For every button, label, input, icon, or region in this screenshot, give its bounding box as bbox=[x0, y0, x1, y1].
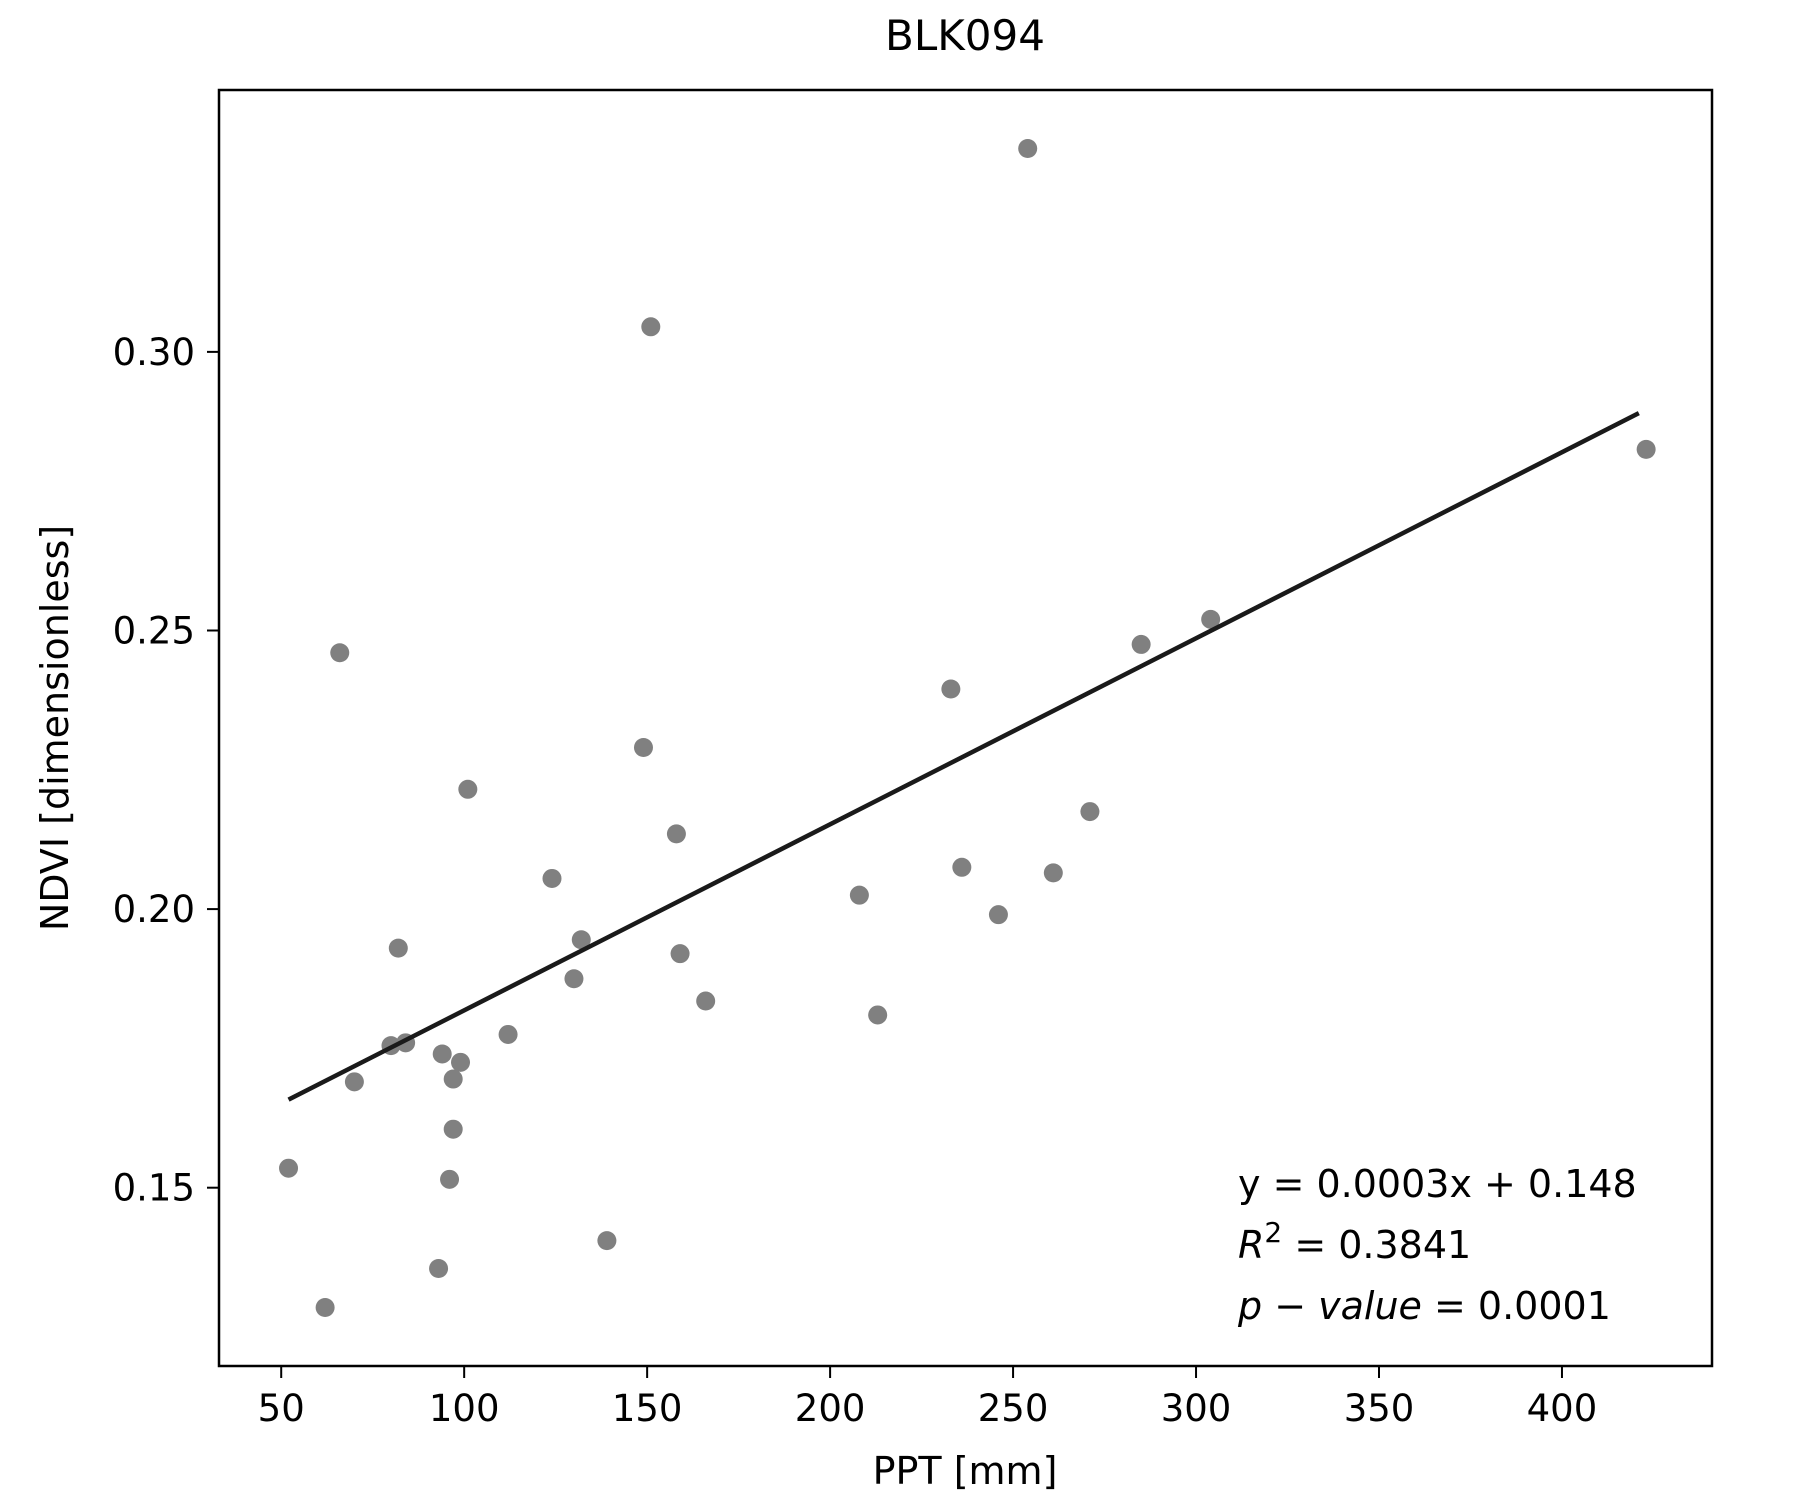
data-point bbox=[429, 1258, 449, 1278]
r-squared-exponent: 2 bbox=[1264, 1216, 1282, 1249]
data-point bbox=[451, 1052, 471, 1072]
data-point bbox=[941, 679, 961, 699]
x-tick-label: 50 bbox=[258, 1387, 305, 1430]
data-point bbox=[868, 1005, 888, 1025]
data-point bbox=[315, 1297, 335, 1317]
p-value-label: p − value bbox=[1237, 1284, 1422, 1328]
data-point bbox=[1636, 439, 1656, 459]
data-point bbox=[458, 779, 478, 799]
data-point bbox=[344, 1072, 364, 1092]
y-tick-label: 0.20 bbox=[113, 888, 195, 931]
data-point bbox=[633, 738, 653, 758]
y-axis-label: NDVI [dimensionless] bbox=[33, 525, 77, 931]
data-point bbox=[988, 905, 1008, 925]
data-point bbox=[1201, 609, 1221, 629]
x-axis-label: PPT [mm] bbox=[873, 1449, 1058, 1493]
data-point bbox=[279, 1158, 299, 1178]
r-squared-value: = 0.3841 bbox=[1282, 1223, 1471, 1267]
x-tick-label: 100 bbox=[429, 1387, 500, 1430]
regression-line bbox=[287, 411, 1640, 1102]
data-point bbox=[696, 991, 716, 1011]
data-point bbox=[666, 824, 686, 844]
y-tick-label: 0.25 bbox=[113, 609, 195, 652]
r-squared-text: R2 = 0.3841 bbox=[1238, 1216, 1471, 1267]
data-point bbox=[440, 1169, 460, 1189]
data-point bbox=[564, 969, 584, 989]
data-point bbox=[388, 938, 408, 958]
data-point bbox=[571, 930, 591, 950]
x-tick-label: 150 bbox=[612, 1387, 683, 1430]
x-tick-label: 300 bbox=[1161, 1387, 1232, 1430]
p-value-text: p − value = 0.0001 bbox=[1237, 1284, 1611, 1328]
x-tick-label: 250 bbox=[978, 1387, 1049, 1430]
data-point bbox=[542, 868, 562, 888]
p-value-number: = 0.0001 bbox=[1422, 1284, 1611, 1328]
data-point bbox=[432, 1044, 452, 1064]
x-tick-label: 200 bbox=[795, 1387, 866, 1430]
data-point bbox=[443, 1069, 463, 1089]
data-point bbox=[597, 1231, 617, 1251]
chart-title: BLK094 bbox=[885, 11, 1045, 60]
x-axis: 50 100 150 200 250 300 350 400 bbox=[258, 1366, 1598, 1430]
plot-area bbox=[279, 139, 1656, 1317]
data-point bbox=[443, 1119, 463, 1139]
x-tick-label: 350 bbox=[1344, 1387, 1415, 1430]
data-point bbox=[498, 1024, 518, 1044]
data-point bbox=[1080, 802, 1100, 822]
data-point bbox=[952, 857, 972, 877]
r-squared-symbol: R bbox=[1238, 1223, 1264, 1267]
data-point bbox=[1043, 863, 1063, 883]
x-tick-label: 400 bbox=[1527, 1387, 1598, 1430]
y-tick-label: 0.30 bbox=[113, 331, 195, 374]
data-point bbox=[849, 885, 869, 905]
data-point bbox=[330, 643, 350, 663]
equation-text: y = 0.0003x + 0.148 bbox=[1238, 1162, 1637, 1206]
regression-annotation: y = 0.0003x + 0.148 R2 = 0.3841 p − valu… bbox=[1237, 1162, 1637, 1328]
data-point bbox=[670, 944, 690, 964]
y-tick-label: 0.15 bbox=[113, 1167, 195, 1210]
y-axis: 0.15 0.20 0.25 0.30 bbox=[113, 331, 219, 1210]
data-point bbox=[641, 317, 661, 337]
plot-frame bbox=[217, 88, 1714, 1368]
data-point bbox=[1131, 634, 1151, 654]
data-point bbox=[1018, 139, 1038, 159]
